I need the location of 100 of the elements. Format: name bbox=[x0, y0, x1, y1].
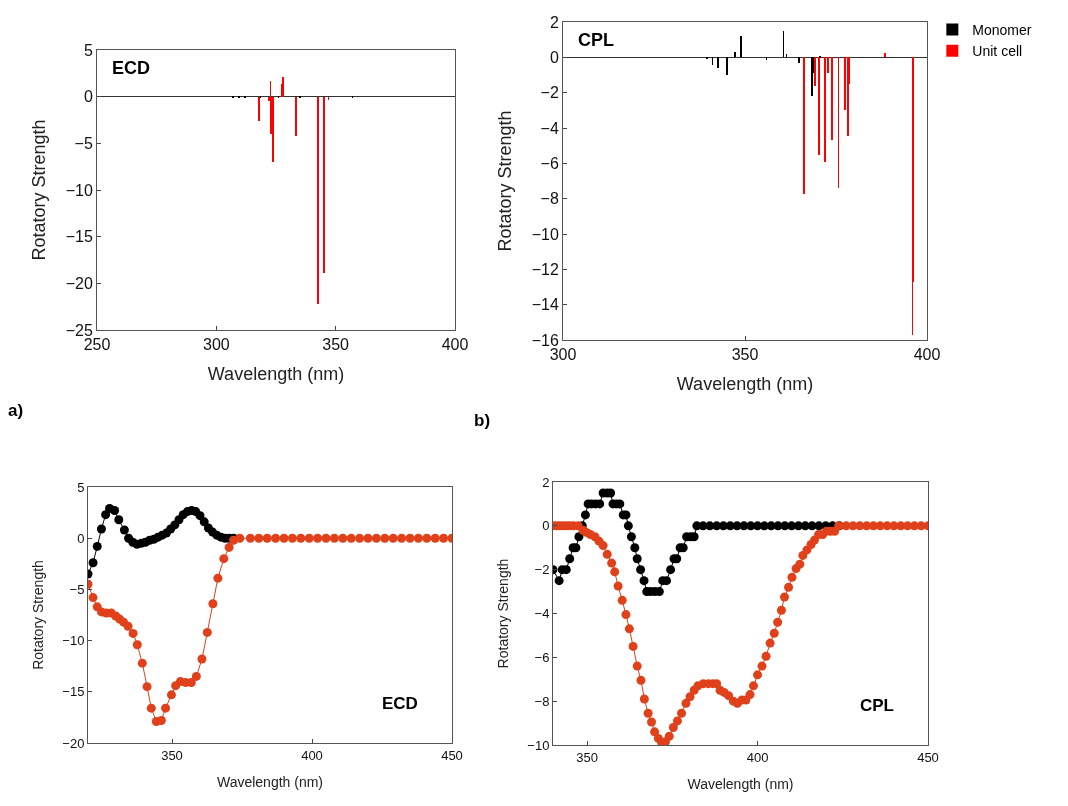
y-tick-label: −10 bbox=[65, 181, 93, 199]
point bbox=[132, 640, 142, 650]
x-tick-label: 350 bbox=[322, 336, 350, 354]
point bbox=[430, 533, 440, 543]
point bbox=[142, 682, 152, 692]
y-tick-label: −2 bbox=[540, 84, 559, 102]
y-tick-label: −4 bbox=[540, 119, 559, 137]
point bbox=[219, 554, 229, 564]
bar bbox=[740, 36, 742, 57]
point bbox=[137, 658, 147, 668]
y-tick-label: −4 bbox=[534, 606, 550, 622]
bar bbox=[814, 57, 816, 86]
bar bbox=[282, 77, 284, 97]
y-tick-label: −8 bbox=[534, 693, 550, 709]
point bbox=[235, 533, 245, 543]
bar bbox=[317, 97, 319, 304]
y-axis-title: Rotatory Strength bbox=[494, 558, 511, 669]
y-tick-label: −5 bbox=[69, 581, 85, 597]
y-axis-title: Rotatory Strength bbox=[494, 110, 515, 252]
y-tick-label: −10 bbox=[527, 737, 550, 753]
point bbox=[146, 703, 156, 713]
x-tick-label: 250 bbox=[83, 336, 111, 354]
point bbox=[254, 533, 264, 543]
x-tick-label: 350 bbox=[731, 346, 759, 364]
point bbox=[101, 510, 111, 520]
y-tick-label: −12 bbox=[531, 260, 559, 278]
point bbox=[388, 533, 398, 543]
legend-label: Monomer bbox=[972, 22, 1032, 38]
point bbox=[110, 506, 120, 516]
point bbox=[313, 533, 323, 543]
y-tick-label: −20 bbox=[65, 274, 93, 292]
text: ECD bbox=[382, 694, 418, 713]
text: CPL bbox=[578, 30, 614, 50]
point bbox=[346, 533, 356, 543]
y-tick-label: 5 bbox=[83, 41, 93, 59]
point bbox=[197, 654, 207, 664]
bar bbox=[726, 57, 728, 75]
y-tick-label: −15 bbox=[65, 228, 93, 246]
bar bbox=[734, 52, 736, 57]
y-tick-label: −10 bbox=[531, 225, 559, 243]
x-axis-title: Wavelength (nm) bbox=[687, 775, 794, 792]
point bbox=[128, 628, 138, 638]
text: a) bbox=[8, 401, 24, 420]
point bbox=[296, 533, 306, 543]
bar bbox=[295, 97, 297, 136]
x-axis-title: Wavelength (nm) bbox=[207, 364, 345, 385]
bar bbox=[811, 57, 813, 96]
y-tick-label: −2 bbox=[534, 562, 550, 578]
point bbox=[166, 690, 176, 700]
legend-label: Unit cell bbox=[972, 43, 1023, 60]
point bbox=[422, 533, 432, 543]
x-axis-title: Wavelength (nm) bbox=[216, 773, 324, 790]
x-tick-label: 350 bbox=[576, 749, 598, 765]
point bbox=[271, 533, 281, 543]
text: CPL bbox=[860, 696, 894, 715]
y-tick-label: −15 bbox=[62, 684, 85, 700]
x-tick-label: 300 bbox=[202, 336, 230, 354]
point bbox=[363, 533, 373, 543]
point bbox=[202, 627, 212, 637]
bar bbox=[258, 97, 260, 121]
y-tick-label: 0 bbox=[549, 48, 559, 66]
y-tick-label: 0 bbox=[83, 88, 93, 106]
y-tick-label: 2 bbox=[542, 474, 550, 490]
bar bbox=[803, 57, 805, 194]
point bbox=[213, 573, 223, 583]
y-tick-label: −5 bbox=[74, 134, 93, 152]
y-axis-title: Rotatory Strength bbox=[28, 119, 49, 261]
bar bbox=[323, 97, 325, 273]
point bbox=[338, 533, 348, 543]
point bbox=[96, 524, 106, 534]
point bbox=[329, 533, 339, 543]
point bbox=[287, 533, 297, 543]
point bbox=[279, 533, 289, 543]
y-tick-label: −8 bbox=[540, 190, 559, 208]
point bbox=[397, 533, 407, 543]
point bbox=[439, 533, 449, 543]
point bbox=[156, 715, 166, 725]
point bbox=[199, 517, 209, 527]
point bbox=[304, 533, 314, 543]
y-tick-label: −14 bbox=[531, 296, 559, 314]
point bbox=[380, 533, 390, 543]
point bbox=[114, 515, 124, 525]
point bbox=[92, 541, 102, 551]
x-tick-label: 400 bbox=[913, 346, 941, 364]
x-tick-label: 400 bbox=[746, 749, 769, 765]
point bbox=[161, 703, 171, 713]
bar bbox=[717, 57, 719, 68]
y-tick-label: 0 bbox=[542, 518, 550, 534]
y-tick-label: 0 bbox=[77, 530, 85, 546]
bar bbox=[818, 57, 820, 155]
x-tick-label: 350 bbox=[161, 747, 183, 763]
point bbox=[355, 533, 365, 543]
y-tick-label: −25 bbox=[65, 321, 93, 339]
bar bbox=[824, 57, 826, 162]
x-tick-label: 300 bbox=[549, 346, 577, 364]
point bbox=[262, 533, 272, 543]
y-tick-label: −6 bbox=[534, 649, 550, 665]
point bbox=[413, 533, 423, 543]
x-tick-label: 400 bbox=[301, 747, 323, 763]
bar bbox=[884, 53, 886, 57]
